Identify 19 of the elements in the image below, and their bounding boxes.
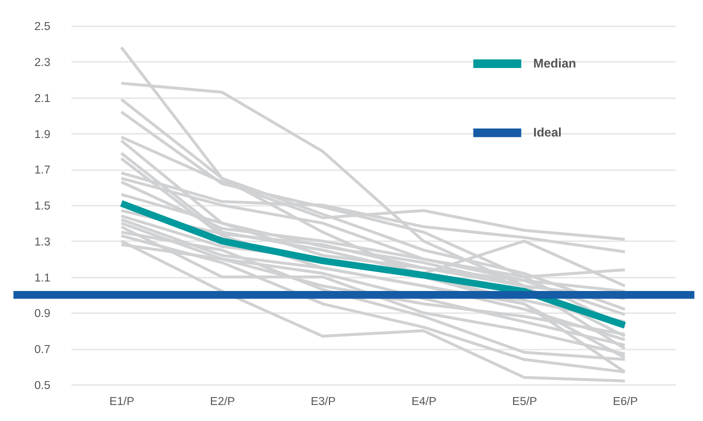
- x-tick-label: E4/P: [411, 396, 437, 408]
- x-tick-label: E2/P: [210, 396, 236, 408]
- y-tick-label: 0.5: [34, 380, 50, 392]
- x-tick-label: E3/P: [310, 396, 336, 408]
- y-tick-label: 1.1: [34, 272, 50, 284]
- x-tick-label: E5/P: [512, 396, 538, 408]
- y-tick-label: 0.7: [34, 344, 50, 356]
- y-tick-label: 1.7: [34, 164, 50, 177]
- y-tick-label: 2.5: [34, 21, 50, 34]
- legend-label: Median: [533, 56, 576, 71]
- y-tick-label: 1.3: [34, 236, 50, 248]
- x-tick-label: E1/P: [109, 396, 135, 408]
- y-tick-label: 0.9: [34, 308, 50, 320]
- y-tick-label: 1.5: [34, 200, 50, 213]
- y-tick-label: 2.3: [34, 57, 50, 70]
- y-tick-label: 2.1: [34, 92, 50, 105]
- x-tick-label: E6/P: [612, 396, 638, 408]
- y-tick-label: 1.9: [34, 128, 50, 141]
- legend-label: Ideal: [533, 126, 562, 140]
